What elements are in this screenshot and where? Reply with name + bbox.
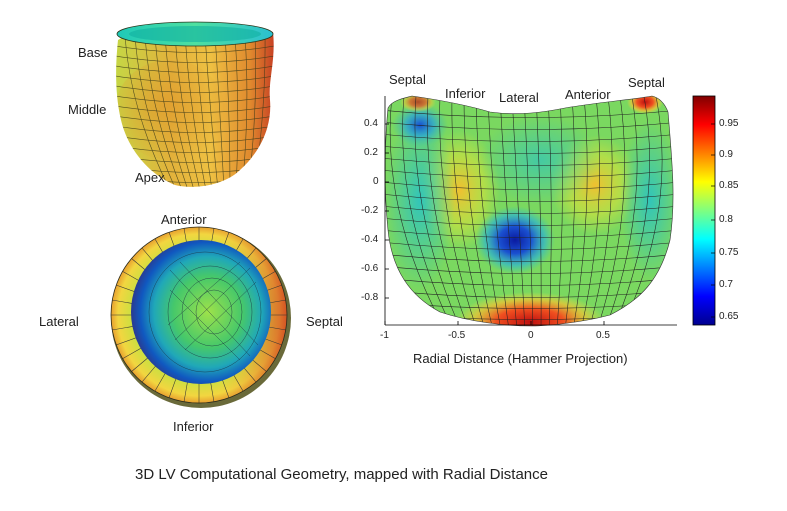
top-view-label-lateral: Lateral bbox=[39, 314, 79, 329]
colorbar-tick: 0.8 bbox=[719, 214, 733, 225]
x-tick: 0 bbox=[528, 330, 534, 341]
map-label-septal-right: Septal bbox=[628, 75, 665, 90]
map-label-inferior: Inferior bbox=[445, 86, 486, 101]
y-tick: -0.6 bbox=[361, 263, 379, 274]
colorbar-tick: 0.65 bbox=[719, 311, 739, 322]
heart-label-apex: Apex bbox=[135, 170, 165, 185]
x-tick: -0.5 bbox=[448, 330, 466, 341]
colorbar-tick: 0.75 bbox=[719, 247, 739, 258]
top-view-label-inferior: Inferior bbox=[173, 419, 214, 434]
y-tick: -0.8 bbox=[361, 292, 379, 303]
heart-label-base: Base bbox=[78, 45, 108, 60]
top-view-label-anterior: Anterior bbox=[161, 212, 207, 227]
map-label-lateral: Lateral bbox=[499, 90, 539, 105]
colorbar-tick: 0.9 bbox=[719, 149, 733, 160]
y-tick: 0 bbox=[373, 176, 379, 187]
y-tick: -0.4 bbox=[361, 234, 379, 245]
x-axis-label: Radial Distance (Hammer Projection) bbox=[413, 351, 628, 366]
colorbar-tick: 0.85 bbox=[719, 180, 739, 191]
colorbar-tick: 0.7 bbox=[719, 279, 733, 290]
heart-label-middle: Middle bbox=[68, 102, 107, 117]
colorbar-tick: 0.95 bbox=[719, 118, 739, 129]
map-label-anterior: Anterior bbox=[565, 87, 611, 102]
y-tick: 0.4 bbox=[364, 118, 378, 129]
figure-caption: 3D LV Computational Geometry, mapped wit… bbox=[135, 466, 548, 483]
map-label-septal-left: Septal bbox=[389, 72, 426, 87]
top-view-label-septal: Septal bbox=[306, 314, 343, 329]
x-tick: 0.5 bbox=[596, 330, 610, 341]
y-tick: 0.2 bbox=[364, 147, 378, 158]
y-tick: -0.2 bbox=[361, 205, 379, 216]
x-tick: -1 bbox=[380, 330, 389, 341]
